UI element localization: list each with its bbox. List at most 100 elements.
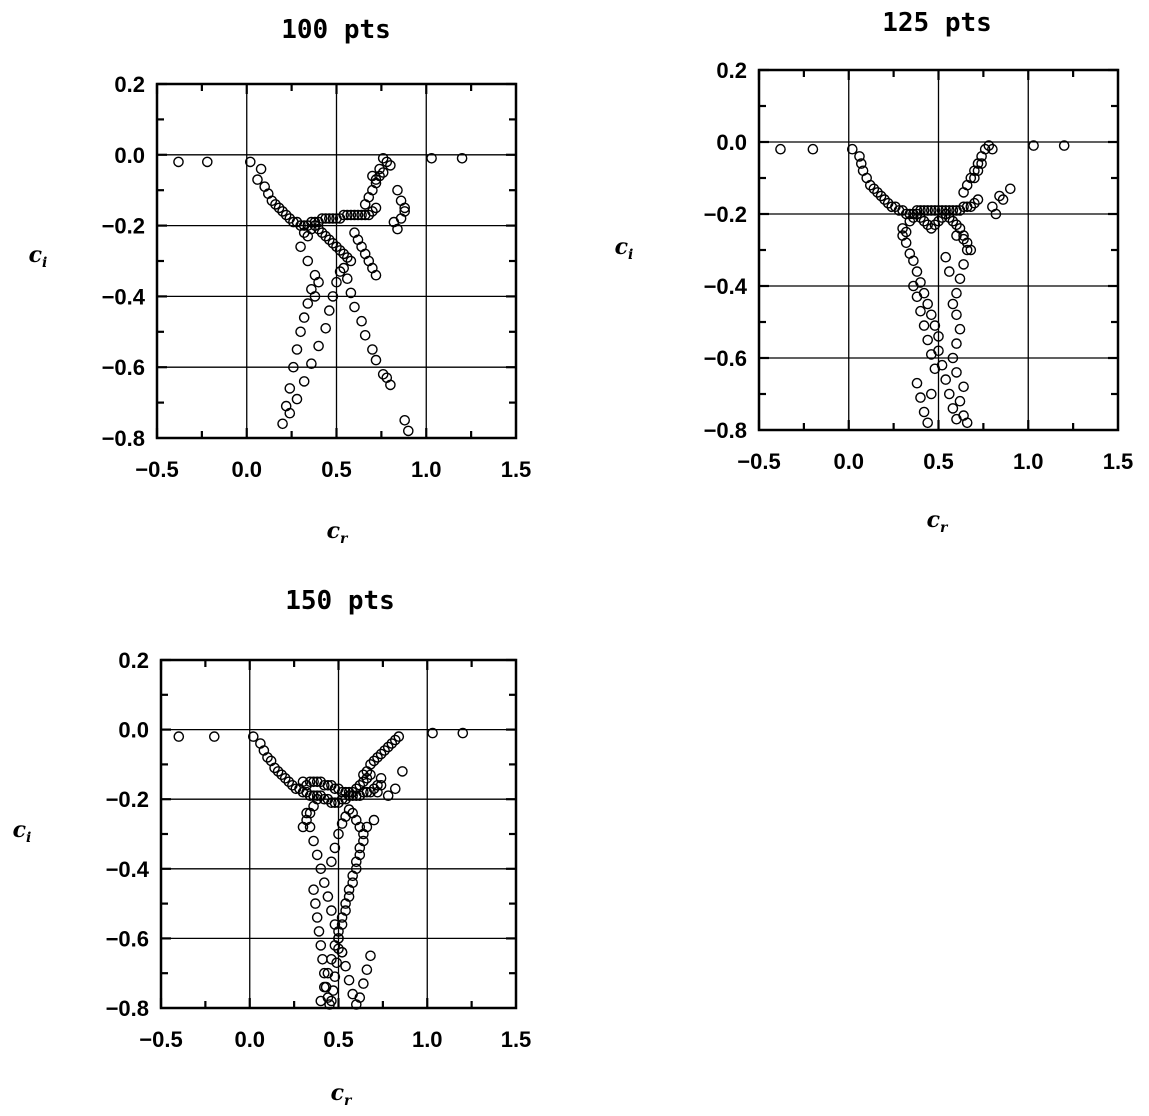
x-tick-label: 0.5 — [923, 449, 954, 474]
data-point — [363, 209, 375, 221]
data-point — [399, 202, 411, 214]
data-point — [279, 773, 291, 784]
scatter-panel-125-pts: 125 pts −0.5 0.0 0.5 1.0 1.5 0.2 0.0 −0.2 −0.4 −0… — [615, 8, 1134, 536]
data-point — [326, 797, 337, 809]
data-point — [374, 170, 385, 182]
data-point — [872, 187, 883, 198]
x-tick-label: −0.5 — [139, 1027, 182, 1052]
data-point — [349, 209, 360, 221]
data-point — [327, 213, 339, 224]
data-point — [327, 291, 339, 302]
data-point — [900, 237, 912, 249]
data-point — [958, 381, 969, 393]
data-point — [308, 790, 319, 802]
data-point — [879, 194, 890, 205]
x-tick-label: 1.0 — [412, 1027, 443, 1052]
data-point — [969, 197, 980, 209]
data-point — [911, 208, 923, 220]
data-point — [341, 252, 353, 263]
data-point — [377, 167, 389, 178]
data-point — [347, 870, 359, 882]
data-point — [284, 407, 296, 419]
data-point — [947, 403, 959, 414]
data-point — [311, 912, 323, 923]
data-point — [318, 981, 330, 993]
y-tick-label: −0.4 — [102, 284, 146, 309]
data-point — [386, 738, 398, 749]
data-point — [317, 954, 328, 965]
data-point — [331, 241, 342, 253]
data-point — [944, 266, 955, 277]
data-point — [915, 305, 926, 317]
data-point — [1005, 183, 1016, 195]
data-point — [365, 950, 376, 962]
x-tick-label: −0.5 — [135, 457, 178, 482]
data-point — [208, 731, 220, 742]
data-point — [358, 978, 369, 989]
data-point — [315, 940, 327, 951]
data-point — [979, 143, 991, 155]
data-point — [326, 905, 337, 916]
y-tick-label: −0.8 — [704, 418, 747, 443]
data-point — [323, 234, 335, 246]
data-point — [309, 220, 321, 231]
data-point — [926, 223, 937, 234]
data-point — [926, 205, 937, 216]
data-point — [807, 143, 819, 155]
data-point — [283, 776, 295, 788]
data-point — [343, 974, 355, 986]
x-tick-label: 1.0 — [411, 457, 442, 482]
data-point — [350, 783, 362, 795]
data-point — [358, 776, 369, 788]
data-point — [315, 863, 327, 875]
data-point — [331, 957, 343, 969]
data-point — [397, 766, 408, 777]
data-point — [284, 383, 296, 394]
y-tick-label: −0.6 — [106, 926, 149, 951]
data-point — [936, 205, 948, 216]
data-point — [272, 766, 284, 777]
data-point — [922, 219, 934, 231]
data-point — [356, 315, 367, 327]
data-point — [958, 259, 969, 270]
data-point — [367, 206, 378, 217]
data-point — [868, 183, 880, 195]
x-tick-label: 0.0 — [231, 457, 262, 482]
data-point — [345, 255, 357, 267]
data-point — [306, 216, 317, 228]
data-point — [395, 213, 407, 224]
data-point — [276, 769, 288, 781]
data-point — [255, 163, 267, 175]
data-point — [277, 206, 288, 217]
data-point — [944, 388, 955, 400]
data-point — [944, 205, 955, 216]
data-point — [361, 773, 373, 784]
y-axis-label: ci — [13, 817, 32, 846]
data-point — [375, 773, 387, 784]
y-tick-label: −0.2 — [102, 214, 145, 239]
data-point — [918, 320, 930, 331]
data-point — [456, 152, 468, 164]
data-point — [338, 248, 350, 260]
data-point — [262, 752, 273, 763]
data-point — [318, 780, 330, 791]
data-point — [911, 266, 923, 277]
data-point — [354, 780, 366, 791]
data-point — [389, 783, 401, 795]
data-point — [375, 780, 387, 791]
plot-frame — [159, 658, 518, 1010]
data-point — [908, 255, 919, 267]
y-tick-label: −0.2 — [106, 787, 149, 812]
data-point — [354, 992, 366, 1003]
data-point — [298, 376, 310, 387]
data-point — [944, 212, 955, 223]
data-point — [316, 213, 328, 224]
data-point — [426, 152, 437, 164]
data-point — [354, 842, 366, 854]
x-axis-label: cr — [331, 1080, 353, 1109]
data-point — [323, 213, 335, 224]
data-point — [370, 269, 382, 281]
data-point — [940, 251, 952, 263]
x-tick-label: 1.5 — [501, 1027, 532, 1052]
